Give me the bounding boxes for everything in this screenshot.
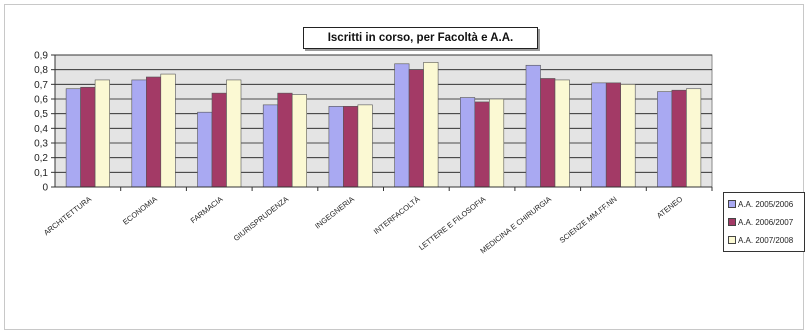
y-tick-label: 0,7 xyxy=(34,80,48,91)
legend-swatch-2005-2006 xyxy=(728,200,736,208)
x-tick-label: INTERFACOLTÀ xyxy=(372,194,422,236)
legend: A.A. 2005/2006 A.A. 2006/2007 A.A. 2007/… xyxy=(723,192,805,252)
legend-swatch-2007-2008 xyxy=(728,236,736,244)
bars xyxy=(65,62,702,188)
bar-3-10 xyxy=(686,88,702,188)
bar-3-7 xyxy=(488,98,505,188)
bar-1-2 xyxy=(131,79,147,188)
bar-3-3 xyxy=(226,79,242,188)
bar-2-4 xyxy=(277,92,293,188)
bar-3-9 xyxy=(620,84,636,188)
bar-2-3 xyxy=(211,92,227,188)
chart-title: Iscritti in corso, per Facoltà e A.A. xyxy=(303,27,538,49)
x-tick-label: MEDICINA E CHIRURGIA xyxy=(478,194,553,255)
legend-entry-2007-2008: A.A. 2007/2008 xyxy=(728,235,793,245)
bar-3-6 xyxy=(423,62,439,188)
y-tick-label: 0,9 xyxy=(34,51,48,62)
x-tick-label: FARMACIA xyxy=(189,194,225,225)
bar-1-3 xyxy=(197,111,213,188)
bar-2-9 xyxy=(605,82,622,188)
y-tick-label: 0,5 xyxy=(34,109,48,120)
bar-2-8 xyxy=(540,78,556,188)
bar-2-5 xyxy=(343,106,359,188)
x-tick-label: ECONOMIA xyxy=(121,194,159,226)
bar-1-7 xyxy=(459,97,476,188)
legend-entry-2006-2007: A.A. 2006/2007 xyxy=(728,217,793,227)
bar-2-6 xyxy=(408,69,424,188)
bar-1-4 xyxy=(262,104,279,188)
bar-3-2 xyxy=(160,73,176,188)
bar-2-7 xyxy=(474,101,490,188)
bar-2-2 xyxy=(146,76,162,188)
y-tick-label: 0,8 xyxy=(34,65,48,76)
x-tick-label: LETTERE E FILOSOFIA xyxy=(417,194,487,252)
legend-entry-2005-2006: A.A. 2005/2006 xyxy=(728,199,793,209)
y-tick-label: 0,6 xyxy=(34,95,48,106)
x-tick-label: SCIENZE MM.FF.NN xyxy=(558,194,619,244)
y-tick-label: 0,2 xyxy=(34,153,48,164)
legend-label-2007-2008: A.A. 2007/2008 xyxy=(738,235,794,245)
bar-1-8 xyxy=(525,64,541,188)
y-tick-label: 0 xyxy=(42,183,48,194)
bar-2-10 xyxy=(671,89,687,188)
bar-1-9 xyxy=(591,82,607,188)
bar-3-8 xyxy=(554,79,570,188)
legend-swatch-2006-2007 xyxy=(728,218,736,226)
bar-2-1 xyxy=(80,86,96,188)
bar-3-4 xyxy=(291,94,308,188)
x-tick-label: GIURISPRUDENZA xyxy=(232,194,290,242)
y-tick-label: 0,1 xyxy=(34,168,48,179)
x-tick-label: INGEGNERIA xyxy=(313,194,356,230)
x-tick-label: ATENEO xyxy=(655,194,685,220)
bar-1-6 xyxy=(394,63,410,188)
bar-1-5 xyxy=(328,106,344,188)
bar-1-1 xyxy=(65,88,81,188)
bar-1-10 xyxy=(657,91,673,188)
x-tick-label: ARCHITETTURA xyxy=(42,194,93,237)
y-tick-label: 0,3 xyxy=(34,139,48,150)
y-tick-label: 0,4 xyxy=(34,124,48,135)
legend-label-2006-2007: A.A. 2006/2007 xyxy=(738,217,794,227)
legend-label-2005-2006: A.A. 2005/2006 xyxy=(738,199,794,209)
bar-3-5 xyxy=(357,104,373,188)
bar-3-1 xyxy=(94,79,110,188)
